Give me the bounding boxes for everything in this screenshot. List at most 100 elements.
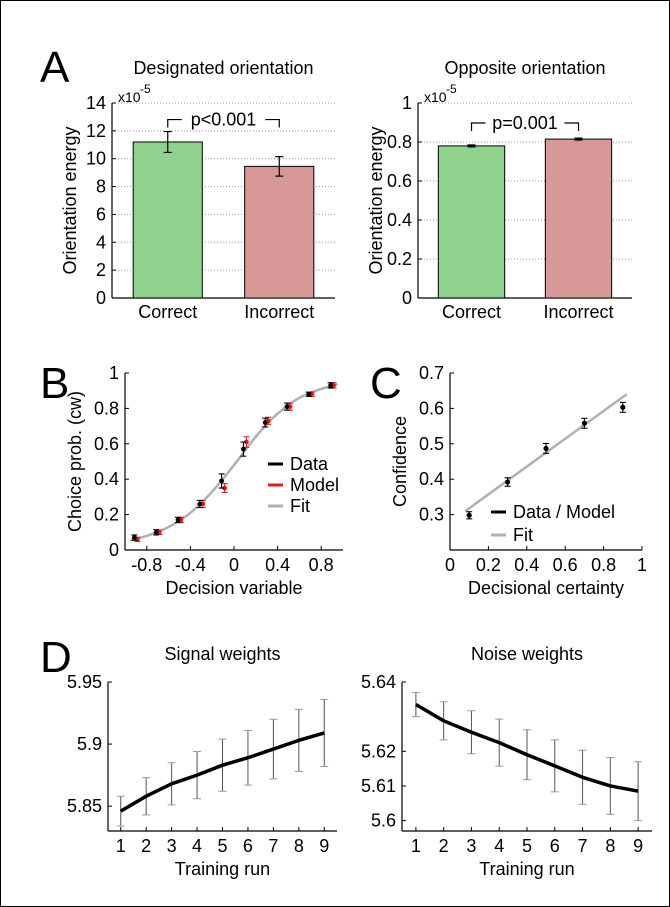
b-y-label: Choice prob. (cw) [65, 391, 85, 532]
d1-x-tick-label: 8 [294, 836, 304, 856]
c-x-tick-label: 0.8 [591, 555, 616, 575]
a2-sig-bracket [564, 122, 580, 131]
b-legend-label: Model [290, 475, 339, 495]
d2-x-tick-label: 1 [411, 836, 421, 856]
a2-y-tick-label: 0.2 [387, 249, 412, 269]
b-x-tick-label: 0.4 [265, 555, 290, 575]
a1-x-tick-label: Incorrect [244, 302, 314, 322]
a2-y-tick-label: 0.4 [387, 210, 412, 230]
b-data-point [219, 478, 225, 484]
panel-letter-b: B [40, 359, 69, 408]
d2-y-tick-label: 5.64 [361, 672, 396, 692]
b-y-tick-label: 1 [109, 363, 119, 383]
b-legend-label: Data [290, 454, 329, 474]
d2-x-tick-label: 9 [633, 836, 643, 856]
d2-y-tick-label: 5.62 [361, 741, 396, 761]
c-x-tick-label: 1 [637, 555, 647, 575]
a2-y-tick-label: 0.6 [387, 171, 412, 191]
panel-letter-a: A [40, 43, 70, 92]
c-x-label: Decisional certainty [468, 578, 624, 598]
a1-bar-correct [132, 141, 203, 299]
b-y-tick-label: 0 [109, 540, 119, 560]
a2-y-label: Orientation energy [366, 126, 386, 274]
c-x-tick-label: 0.2 [476, 555, 501, 575]
c-x-tick-label: 0.6 [553, 555, 578, 575]
a1-y-tick-label: 0 [96, 288, 106, 308]
d2-x-tick-label: 4 [494, 836, 504, 856]
b-x-tick-label: 0.8 [309, 555, 334, 575]
a1-y-tick-label: 6 [96, 204, 106, 224]
d2-x-tick-label: 5 [522, 836, 532, 856]
a1-y-tick-label: 14 [86, 93, 106, 113]
c-legend-label: Data / Model [513, 502, 615, 522]
b-data-point [306, 391, 312, 397]
d1-x-tick-label: 6 [243, 836, 253, 856]
b-data-point [241, 446, 246, 452]
d1-y-tick-label: 5.95 [67, 672, 102, 692]
d2-x-tick-label: 7 [578, 836, 588, 856]
a2-title: Opposite orientation [444, 58, 605, 78]
c-legend-label: Fit [513, 525, 533, 545]
c-data-point [620, 404, 626, 410]
b-data-point [197, 501, 203, 507]
a1-y-exponent: -5 [140, 82, 151, 96]
c-data-point [543, 445, 549, 452]
d2-y-tick-label: 5.6 [371, 811, 396, 831]
panel-letter-c: C [370, 359, 402, 408]
a1-x-tick-label: Correct [138, 302, 197, 322]
d1-x-tick-label: 3 [167, 836, 177, 856]
a2-y-tick-label: 1 [402, 93, 412, 113]
a1-y-label: Orientation energy [60, 126, 80, 274]
c-y-tick-label: 0.5 [419, 434, 444, 454]
a1-y-tick-label: 10 [86, 149, 106, 169]
c-data-point [466, 512, 472, 518]
a1-sig-bracket [265, 118, 280, 128]
b-data-point [328, 382, 333, 388]
b-x-tick-label: -0.4 [175, 555, 206, 575]
a2-sig-bracket [470, 122, 486, 131]
d1-x-label: Training run [175, 859, 270, 879]
a1-y-tick-label: 4 [96, 232, 106, 252]
c-data-point [581, 420, 588, 426]
d1-y-tick-label: 5.85 [67, 796, 102, 816]
c-x-tick-label: 0 [445, 555, 455, 575]
c-y-label: Confidence [390, 416, 410, 507]
a1-y-multiplier: x10 [118, 89, 141, 105]
a2-y-tick-label: 0.8 [387, 132, 412, 152]
c-y-tick-label: 0.3 [419, 505, 444, 525]
b-y-tick-label: 0.8 [94, 398, 119, 418]
a1-sig-bracket [167, 118, 182, 128]
panel-letter-d: D [40, 633, 72, 682]
c-x-tick-label: 0.4 [514, 555, 539, 575]
a2-bar-correct [437, 145, 506, 299]
d1-title: Signal weights [164, 644, 280, 664]
b-y-tick-label: 0.4 [94, 469, 119, 489]
a1-y-tick-label: 2 [96, 260, 106, 280]
a2-y-tick-label: 0 [402, 288, 412, 308]
b-data-point [262, 420, 268, 425]
a2-sig-label: p=0.001 [492, 113, 558, 133]
a1-bar-incorrect [244, 165, 315, 299]
b-y-tick-label: 0.6 [94, 434, 119, 454]
d1-series-line [119, 731, 325, 813]
b-data-point [175, 517, 181, 523]
c-data-point [505, 479, 511, 485]
c-y-tick-label: 0.4 [419, 469, 444, 489]
a2-bar-incorrect [544, 138, 613, 299]
b-data-point [284, 404, 290, 410]
d1-x-tick-label: 9 [319, 836, 329, 856]
d1-x-tick-label: 1 [116, 836, 126, 856]
d2-x-tick-label: 8 [605, 836, 615, 856]
d2-x-tick-label: 2 [439, 836, 449, 856]
d2-title: Noise weights [471, 644, 583, 664]
d1-y-tick-label: 5.9 [77, 734, 102, 754]
b-data-point [153, 529, 159, 535]
d2-x-tick-label: 6 [550, 836, 560, 856]
a1-y-tick-label: 8 [96, 177, 106, 197]
a2-x-tick-label: Correct [442, 302, 501, 322]
b-y-tick-label: 0.2 [94, 505, 119, 525]
d1-x-tick-label: 2 [141, 836, 151, 856]
d1-x-tick-label: 7 [268, 836, 278, 856]
d1-x-tick-label: 5 [217, 836, 227, 856]
